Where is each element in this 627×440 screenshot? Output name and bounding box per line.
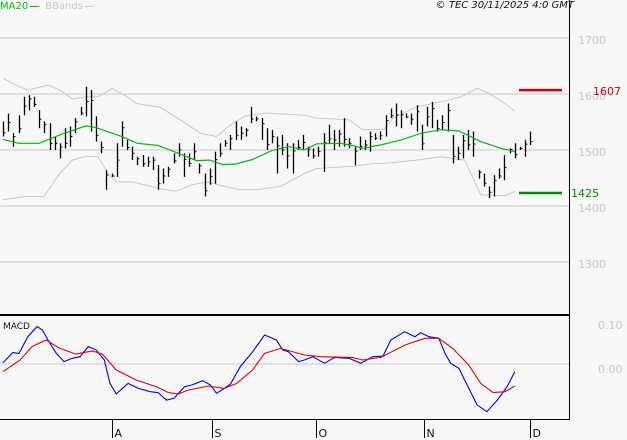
- legend: MA20 BBands: [0, 0, 94, 12]
- x-tick-label: O: [319, 427, 328, 440]
- ma20-line: [2, 125, 515, 166]
- x-tick-label: A: [115, 427, 123, 440]
- x-tick-label: D: [533, 427, 541, 440]
- legend-bbands: BBands: [45, 0, 83, 12]
- macd-line: [2, 325, 516, 413]
- x-tick-label: S: [215, 427, 222, 440]
- macd-y-tick-label: 0.10: [598, 319, 623, 332]
- bband-upper-line: [2, 77, 516, 138]
- support-label: 1425: [571, 187, 599, 200]
- y-tick-label: 1700: [578, 34, 606, 47]
- y-tick-label: 1600: [578, 90, 606, 103]
- macd-y-tick-label: 0.00: [598, 363, 623, 376]
- macd-title: MACD: [3, 322, 30, 332]
- bband-lower-line: [2, 155, 516, 201]
- signal-line: [2, 337, 516, 395]
- legend-bbands-swatch: [84, 5, 94, 7]
- x-tick-label: N: [427, 427, 435, 440]
- y-tick-label: 1300: [578, 258, 606, 271]
- legend-ma20-swatch: [30, 5, 40, 7]
- resistance-label: 1607: [593, 85, 621, 98]
- y-tick-label: 1500: [578, 146, 606, 159]
- legend-ma20: MA20: [0, 0, 29, 12]
- y-tick-label: 1400: [578, 202, 606, 215]
- copyright: © TEC 30/11/2025 4:0 GMT: [435, 0, 574, 11]
